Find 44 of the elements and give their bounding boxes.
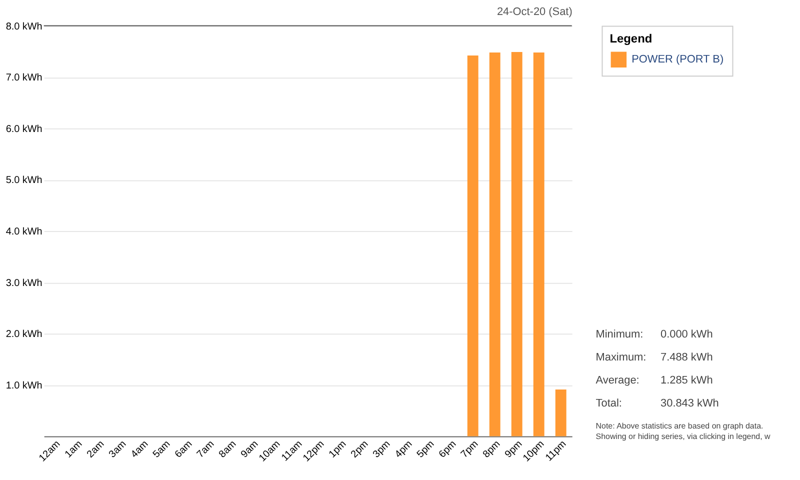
text: Average: bbox=[596, 374, 640, 386]
text: Maximum: bbox=[596, 352, 646, 364]
text: Note: Above statistics are based on graph data. bbox=[596, 421, 764, 430]
legend-label: POWER (PORT B) bbox=[632, 54, 724, 66]
x-tick-label: 8am bbox=[217, 438, 239, 460]
y-tick-label: 7.0 kWh bbox=[6, 72, 42, 84]
bar bbox=[489, 52, 500, 436]
x-tick-label: 6am bbox=[173, 438, 195, 460]
y-tick-label: 1.0 kWh bbox=[6, 380, 42, 392]
x-tick-label: 1pm bbox=[327, 438, 349, 460]
x-tick-label: 2am bbox=[85, 438, 107, 460]
x-tick-label: 4pm bbox=[393, 438, 415, 460]
x-tick-label: 2pm bbox=[349, 438, 371, 460]
y-tick-label: 3.0 kWh bbox=[6, 278, 42, 289]
x-tick-label: 9pm bbox=[503, 438, 525, 460]
y-tick-label: 6.0 kWh bbox=[6, 124, 42, 135]
text: 0.000 kWh bbox=[660, 328, 713, 341]
bar bbox=[555, 390, 566, 436]
y-tick-label: 8.0 kWh bbox=[6, 21, 42, 32]
y-tick-label: 2.0 kWh bbox=[6, 329, 42, 340]
text: 7.488 kWh bbox=[660, 352, 713, 364]
bar bbox=[467, 56, 478, 436]
text: Total: bbox=[596, 397, 622, 410]
x-tick-label: 9am bbox=[239, 438, 261, 460]
x-tick-label: 5pm bbox=[415, 438, 437, 460]
text: 1.285 kWh bbox=[660, 374, 713, 386]
text: Showing or hiding series, via clicking in legend, w bbox=[596, 432, 771, 442]
bar bbox=[511, 52, 522, 436]
x-tick-label: 7am bbox=[195, 438, 217, 460]
x-tick-label: 7pm bbox=[459, 438, 481, 460]
legend-title: Legend bbox=[610, 32, 652, 46]
x-tick-label: 1am bbox=[63, 438, 85, 460]
y-tick-label: 5.0 kWh bbox=[6, 175, 42, 186]
text: 30.843 kWh bbox=[660, 397, 719, 410]
y-tick-label: 4.0 kWh bbox=[6, 226, 42, 238]
chart-title: 24-Oct-20 (Sat) bbox=[496, 6, 572, 18]
x-tick-label: 6pm bbox=[437, 438, 459, 460]
text: Minimum: bbox=[596, 328, 644, 341]
x-tick-label: 4am bbox=[129, 438, 151, 460]
x-tick-label: 3am bbox=[107, 438, 129, 460]
x-tick-label: 8pm bbox=[481, 438, 503, 460]
bar bbox=[533, 52, 544, 436]
x-tick-label: 3pm bbox=[371, 438, 393, 460]
x-tick-label: 5am bbox=[151, 438, 173, 460]
